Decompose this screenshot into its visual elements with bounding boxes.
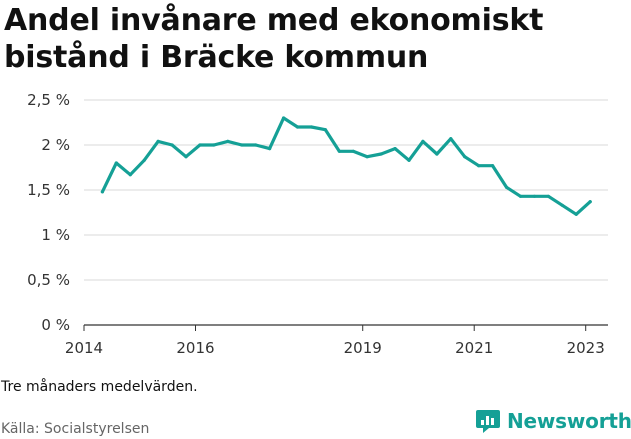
- data-point: [142, 158, 146, 162]
- data-point: [170, 143, 174, 147]
- x-axis: 2014 2016 2019 2021 2023: [65, 325, 605, 357]
- data-point: [337, 149, 341, 153]
- data-point: [351, 149, 355, 153]
- data-point: [184, 155, 188, 159]
- data-point: [435, 152, 439, 156]
- data-point: [477, 164, 481, 168]
- x-tick-label: 2016: [176, 339, 214, 357]
- data-point: [588, 200, 592, 204]
- grid-lines: [84, 99, 608, 326]
- data-point: [240, 143, 244, 147]
- data-point: [309, 125, 314, 129]
- y-tick-label: 0 %: [41, 316, 70, 334]
- brand-name: Newsworthy: [507, 409, 631, 433]
- data-point: [156, 139, 160, 143]
- newsworthy-logo-icon: [476, 410, 500, 433]
- data-point: [281, 116, 286, 120]
- data-point: [393, 147, 397, 151]
- data-point: [212, 143, 216, 147]
- data-point: [518, 194, 523, 198]
- data-point: [198, 143, 202, 147]
- data-point: [491, 164, 495, 168]
- data-point: [407, 158, 411, 162]
- data-point: [560, 203, 564, 207]
- x-tick-label: 2019: [344, 339, 382, 357]
- data-point: [323, 128, 327, 132]
- chart-note: Tre månaders medelvärden.: [1, 379, 198, 395]
- source-text: Källa: Socialstyrelsen: [1, 421, 150, 437]
- y-tick-label: 2 %: [41, 136, 70, 154]
- x-tick-label: 2014: [65, 339, 103, 357]
- chart-title: Andel invånare med ekonomiskt bistånd i …: [4, 3, 544, 75]
- series-line: [100, 116, 592, 216]
- y-tick-label: 0,5 %: [27, 271, 70, 289]
- y-axis: 0 % 0,5 % 1 % 1,5 % 2 % 2,5 %: [27, 91, 70, 334]
- data-point: [226, 139, 230, 143]
- brand-logo: Newsworthy: [476, 408, 631, 434]
- x-tick-label: 2023: [567, 339, 605, 357]
- data-point: [100, 190, 104, 194]
- y-tick-label: 2,5 %: [27, 91, 70, 109]
- data-point: [463, 155, 467, 159]
- data-point: [114, 161, 118, 165]
- data-point: [449, 137, 453, 141]
- data-point: [365, 155, 369, 159]
- y-tick-label: 1,5 %: [27, 181, 70, 199]
- data-point: [128, 173, 132, 177]
- data-point: [574, 212, 578, 216]
- data-point: [268, 147, 272, 151]
- y-tick-label: 1 %: [41, 226, 70, 244]
- data-point: [295, 125, 300, 129]
- data-point: [546, 194, 550, 198]
- series-group: [100, 116, 592, 216]
- data-point: [532, 194, 537, 198]
- data-point: [504, 185, 509, 189]
- data-point: [254, 143, 258, 147]
- x-tick-label: 2021: [455, 339, 493, 357]
- data-point: [421, 139, 425, 143]
- data-point: [379, 152, 383, 156]
